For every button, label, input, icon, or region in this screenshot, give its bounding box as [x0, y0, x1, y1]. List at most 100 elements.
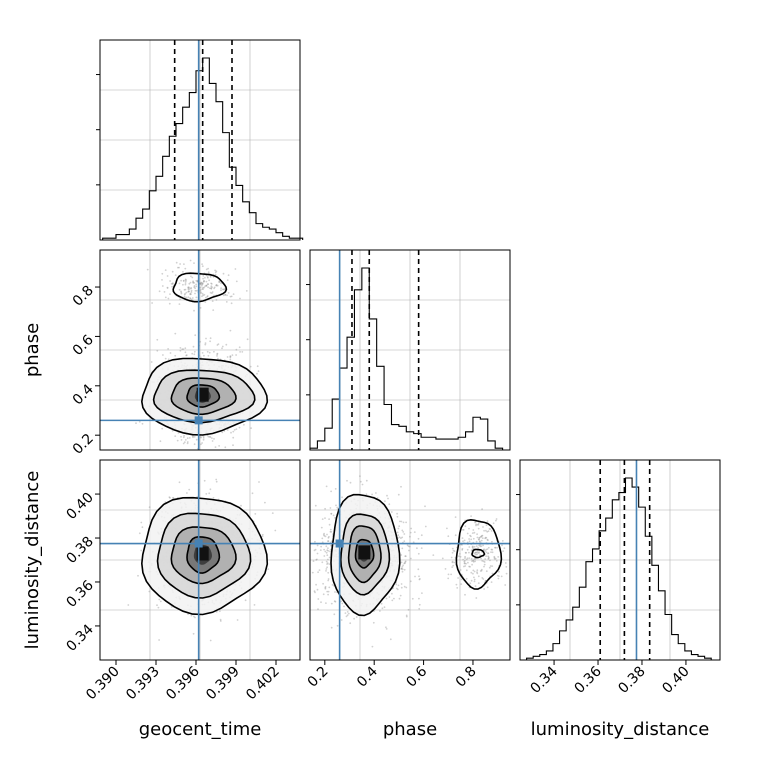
y-tick-label: 0.6 [70, 332, 97, 359]
scatter-point [178, 303, 181, 305]
contour-line [330, 493, 401, 617]
scatter-point [333, 613, 336, 616]
scatter-point [230, 295, 233, 298]
scatter-point [158, 290, 161, 293]
scatter-point [216, 344, 219, 346]
scatter-point [470, 538, 473, 541]
scatter-point [214, 446, 217, 448]
scatter-point [497, 577, 500, 580]
scatter-point [213, 438, 215, 440]
scatter-point [461, 547, 464, 550]
scatter-point [480, 535, 483, 538]
scatter-point [326, 590, 329, 593]
scatter-point [472, 561, 475, 563]
scatter-point [400, 583, 403, 585]
scatter-point [187, 290, 190, 293]
x-tick-label: 0.390 [83, 664, 123, 704]
scatter-point [414, 575, 416, 578]
scatter-point [166, 286, 169, 289]
scatter-point [192, 282, 195, 284]
scatter-point [239, 297, 241, 300]
scatter-point [181, 348, 184, 351]
scatter-point [222, 288, 224, 291]
scatter-point [190, 291, 193, 293]
scatter-point [468, 551, 470, 554]
scatter-point [420, 547, 423, 549]
scatter-point [455, 583, 458, 586]
scatter-point [180, 291, 183, 294]
scatter-point [402, 521, 405, 524]
scatter-point [326, 566, 328, 569]
scatter-point [193, 282, 196, 284]
x-tick-label: 0.402 [243, 664, 283, 704]
scatter-point [472, 569, 475, 572]
scatter-point [388, 503, 391, 506]
scatter-point [182, 279, 185, 282]
scatter-point [390, 511, 393, 513]
scatter-point [359, 480, 362, 483]
scatter-point [194, 616, 196, 619]
scatter-point [226, 429, 229, 431]
scatter-point [316, 558, 318, 561]
scatter-point [256, 372, 258, 375]
scatter-point [235, 428, 238, 430]
scatter-point [479, 570, 482, 572]
scatter-point [311, 571, 314, 574]
scatter-point [444, 568, 447, 570]
scatter-point [393, 597, 395, 600]
scatter-point [218, 445, 221, 447]
scatter-point [486, 538, 489, 541]
scatter-point [199, 340, 202, 343]
contour-line [172, 272, 228, 303]
scatter-point [489, 528, 492, 530]
scatter-point [400, 568, 403, 570]
scatter-point [405, 615, 408, 618]
scatter-point [205, 337, 207, 340]
scatter-point [207, 286, 210, 289]
scatter-point [205, 296, 207, 299]
scatter-point [495, 560, 498, 562]
scatter-point [468, 565, 470, 568]
scatter-point [327, 558, 329, 561]
scatter-point [218, 281, 221, 283]
scatter-point [201, 352, 204, 354]
scatter-point [229, 355, 232, 358]
scatter-point [477, 547, 479, 549]
scatter-point [193, 262, 195, 264]
scatter-point [222, 294, 225, 297]
scatter-point [479, 554, 481, 557]
scatter-point [484, 550, 487, 552]
scatter-point [200, 292, 202, 294]
scatter-point [481, 560, 484, 562]
scatter-point [251, 492, 254, 495]
scatter-point [486, 530, 489, 533]
scatter-point [215, 284, 218, 286]
x-axis-label-phase: phase [383, 719, 437, 740]
scatter-point [211, 300, 214, 302]
scatter-point [477, 552, 480, 554]
scatter-point [184, 283, 187, 286]
scatter-point [224, 293, 227, 296]
scatter-point [410, 527, 413, 530]
scatter-point [218, 280, 221, 283]
scatter-point [184, 288, 187, 291]
scatter-point [205, 284, 208, 287]
scatter-point [325, 485, 328, 488]
scatter-point [190, 289, 193, 292]
scatter-point [487, 530, 490, 533]
scatter-point [186, 442, 189, 445]
scatter-point [183, 288, 186, 291]
scatter-point [203, 479, 206, 482]
scatter-point [164, 269, 167, 271]
scatter-point [229, 295, 232, 298]
scatter-point [479, 543, 481, 546]
scatter-point [166, 287, 169, 289]
scatter-point [321, 537, 324, 540]
scatter-point [325, 570, 327, 572]
scatter-point [407, 608, 410, 611]
scatter-point [182, 283, 184, 286]
scatter-point [138, 420, 141, 423]
scatter-point [472, 529, 475, 531]
scatter-point [387, 497, 389, 500]
scatter-point [480, 568, 483, 571]
